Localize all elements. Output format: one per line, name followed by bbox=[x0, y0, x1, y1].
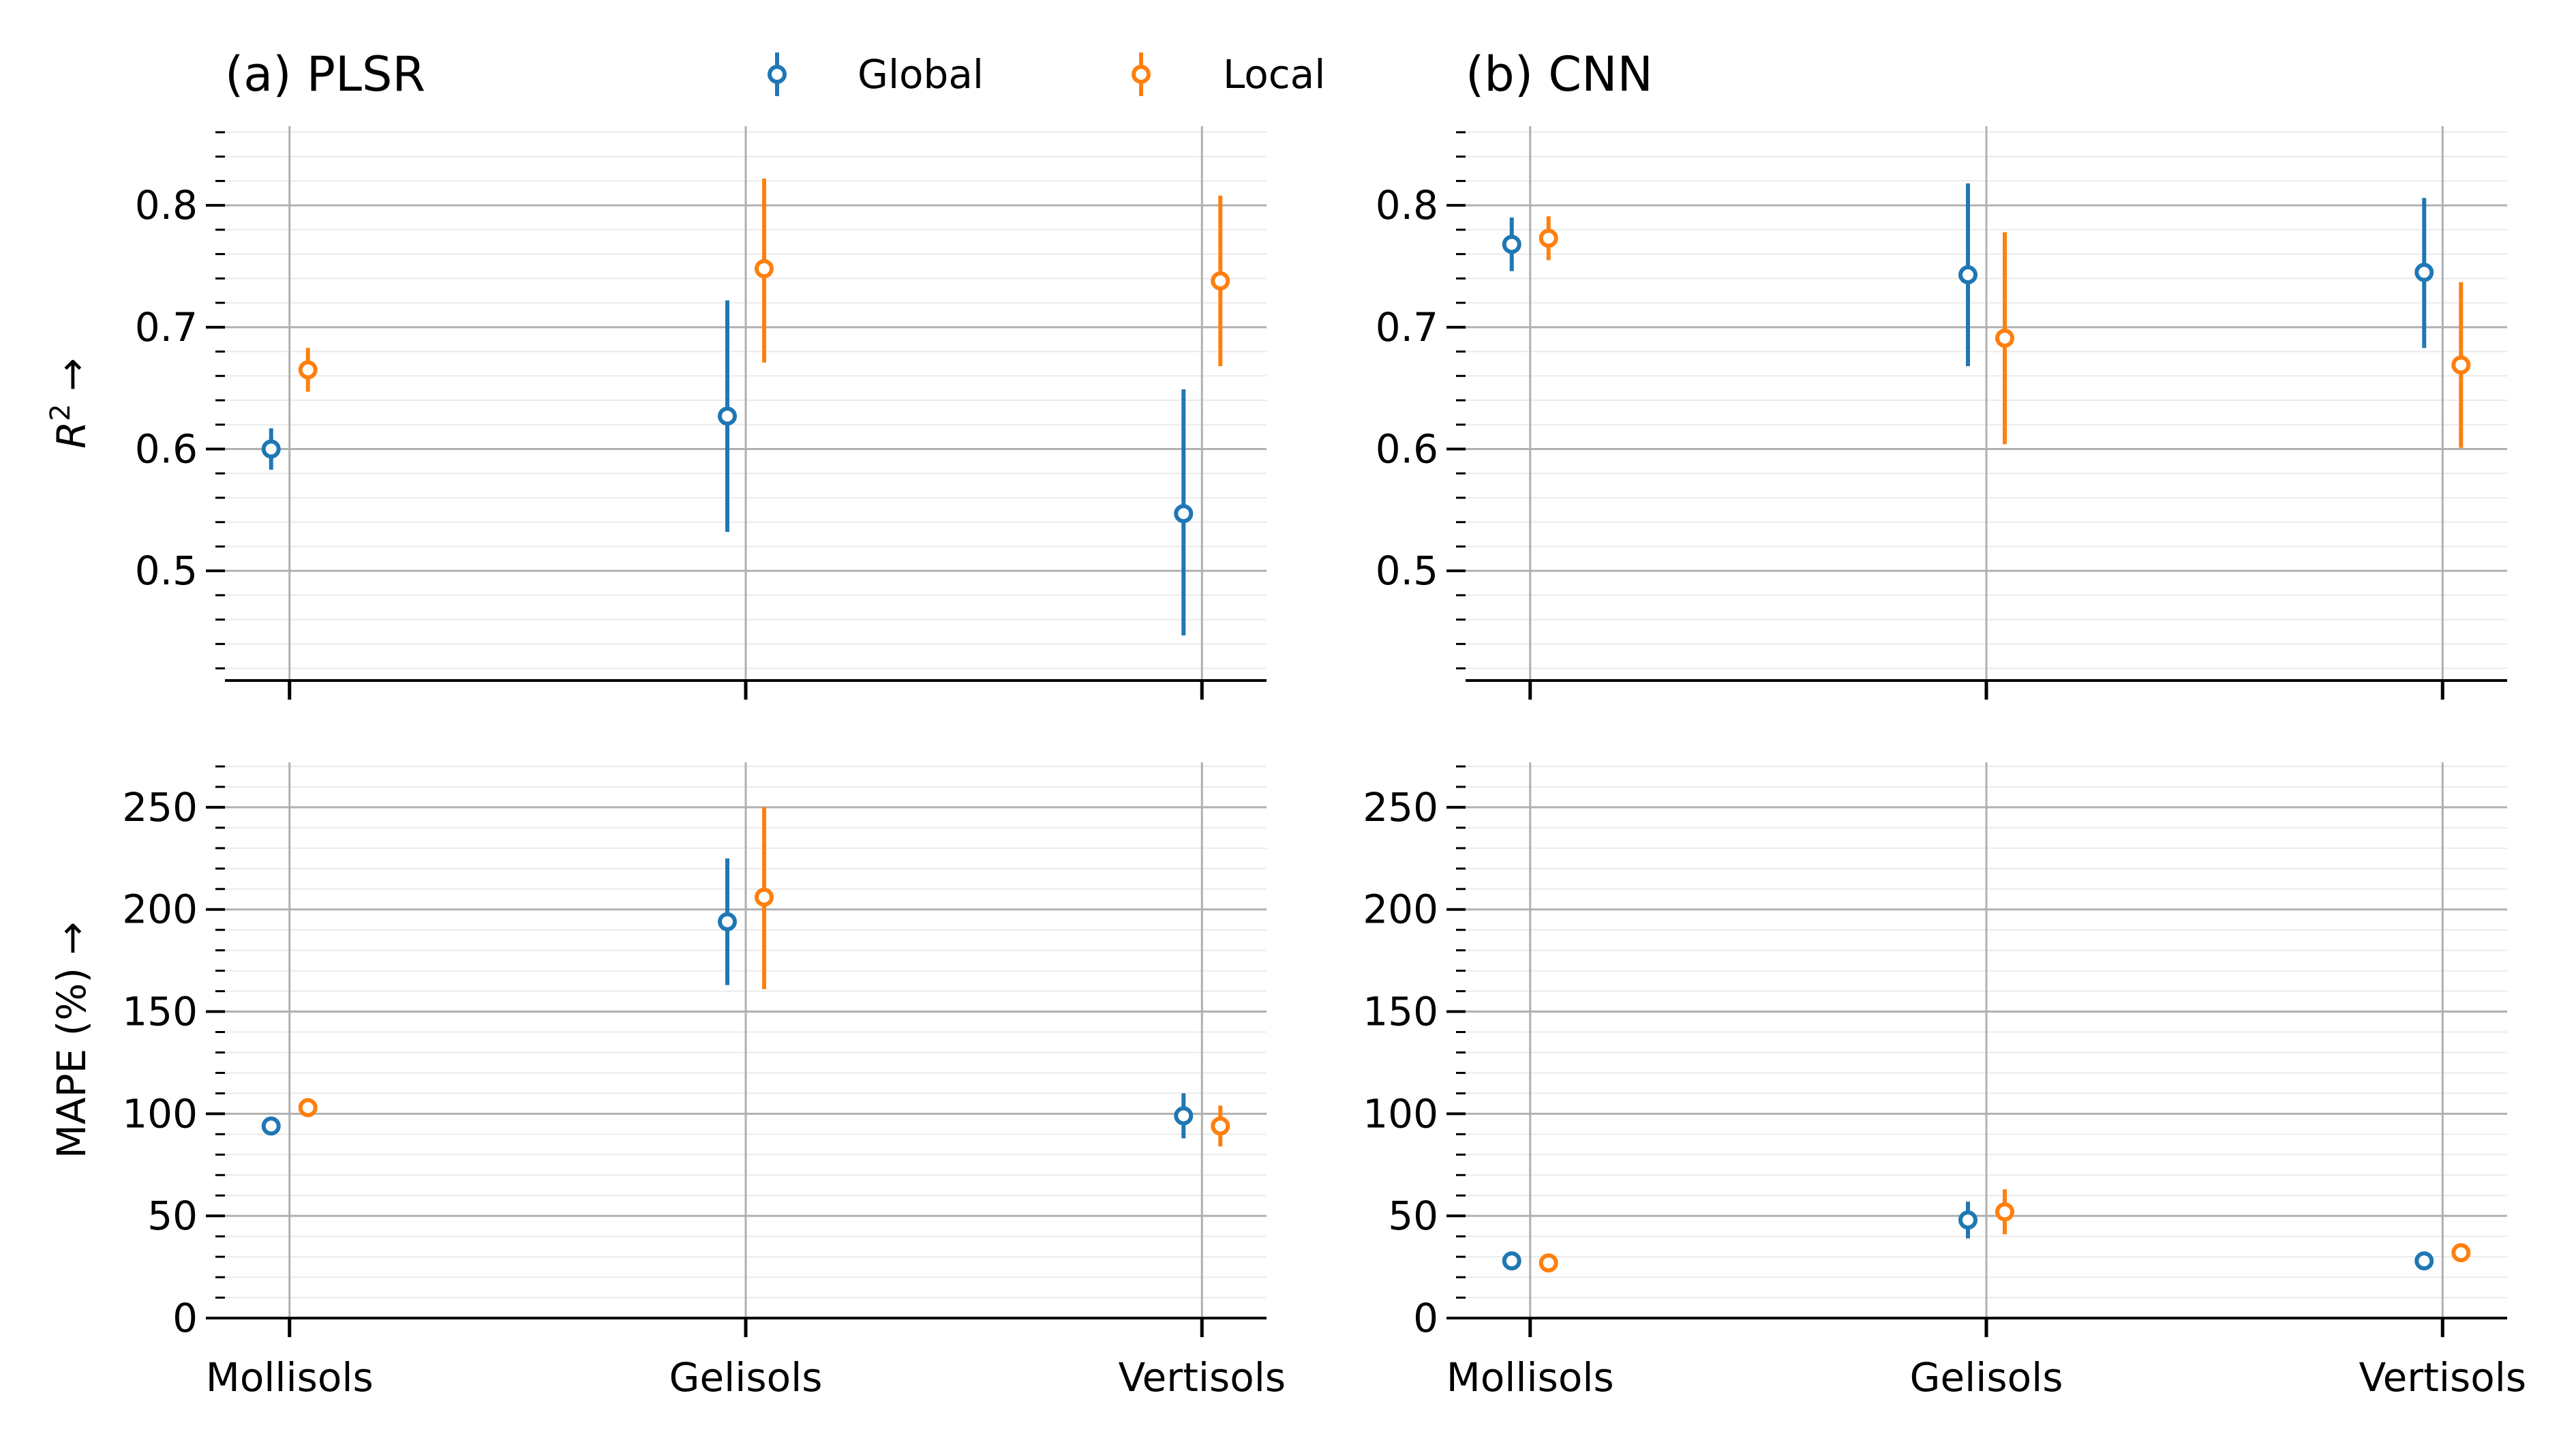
legend: Global Local bbox=[768, 51, 1325, 98]
panel-cnn-mape: 0 50 100 150 200 250 Mollisols Gelisols Vertisol… bbox=[1363, 762, 2526, 1401]
y-tick-label: 200 bbox=[122, 886, 198, 933]
legend-global-marker bbox=[768, 65, 787, 84]
y-tick-label: 0.8 bbox=[135, 182, 198, 228]
data-point bbox=[1211, 1116, 1230, 1136]
series-local bbox=[1539, 1189, 2471, 1273]
data-point bbox=[718, 912, 737, 931]
x-tick-label: Mollisols bbox=[206, 1354, 374, 1401]
series-global bbox=[1502, 1201, 2434, 1271]
legend-local-label: Local bbox=[1223, 51, 1325, 98]
y-tick-label: 100 bbox=[1363, 1090, 1438, 1137]
y-tick-label: 0.6 bbox=[135, 426, 198, 473]
y-tick-label: 0.5 bbox=[1376, 548, 1438, 594]
data-point bbox=[1995, 1202, 2014, 1222]
y-tick-label: 0.7 bbox=[1376, 304, 1438, 350]
x-tick-label: Vertisols bbox=[2359, 1354, 2526, 1401]
series-local bbox=[298, 178, 1230, 392]
data-point bbox=[718, 406, 737, 426]
data-point bbox=[1502, 1251, 1521, 1271]
data-point bbox=[1174, 504, 1194, 524]
y-tick-label: 100 bbox=[122, 1090, 198, 1137]
y-tick-label: 250 bbox=[1363, 784, 1438, 831]
y-tick-label: 250 bbox=[122, 784, 198, 831]
data-point bbox=[261, 439, 281, 459]
panel-cnn-r2: 0.5 0.6 0.7 0.8 (b) CNN bbox=[1376, 46, 2507, 700]
x-tick-label: Vertisols bbox=[1118, 1354, 1286, 1401]
data-point bbox=[1539, 1253, 1558, 1273]
x-tick-label: Mollisols bbox=[1446, 1354, 1614, 1401]
data-point bbox=[755, 887, 774, 907]
y-tick-label: 0.6 bbox=[1376, 426, 1438, 473]
y-axis-label: MAPE (%) → bbox=[48, 922, 95, 1159]
data-point bbox=[261, 1116, 281, 1136]
data-point bbox=[2451, 355, 2471, 375]
y-tick-label: 150 bbox=[122, 989, 198, 1035]
data-point bbox=[1174, 1106, 1194, 1126]
legend-entry-local: Local bbox=[1132, 51, 1325, 98]
panel-title: (a) PLSR bbox=[225, 46, 425, 102]
y-tick-label: 0.7 bbox=[135, 304, 198, 350]
x-tick-label: Gelisols bbox=[1910, 1354, 2063, 1401]
legend-global-label: Global bbox=[858, 51, 984, 98]
data-point bbox=[1211, 271, 1230, 290]
y-tick-label: 0.8 bbox=[1376, 182, 1438, 228]
data-point bbox=[1958, 265, 1978, 284]
y-tick-label: 150 bbox=[1363, 989, 1438, 1035]
x-tick-label: Gelisols bbox=[669, 1354, 823, 1401]
data-point bbox=[2414, 1251, 2434, 1271]
y-tick-label: 0 bbox=[1413, 1295, 1438, 1341]
y-tick-label: 50 bbox=[1388, 1193, 1438, 1239]
y-tick-label: 200 bbox=[1363, 886, 1438, 933]
series-global bbox=[261, 300, 1194, 636]
data-point bbox=[1539, 228, 1558, 248]
series-local bbox=[1539, 216, 2471, 448]
legend-entry-global: Global bbox=[768, 51, 984, 98]
y-tick-label: 0.5 bbox=[135, 548, 198, 594]
data-point bbox=[755, 259, 774, 279]
panel-title: (b) CNN bbox=[1466, 46, 1653, 102]
data-point bbox=[1958, 1210, 1978, 1230]
panel-plsr-mape: 0 50 100 150 200 250 Mollisols Gelisols Vertisol… bbox=[48, 762, 1286, 1401]
data-point bbox=[298, 1098, 318, 1118]
series-global bbox=[261, 858, 1194, 1139]
legend-local-marker bbox=[1132, 65, 1151, 84]
panel-plsr-r2: 0.5 0.6 0.7 0.8 (a) PLSR R2 → bbox=[45, 46, 1267, 700]
y-tick-label: 50 bbox=[147, 1193, 198, 1239]
y-axis-label: R2 → bbox=[45, 358, 95, 449]
data-point bbox=[1502, 235, 1521, 254]
series-local bbox=[298, 807, 1230, 1147]
y-tick-label: 0 bbox=[172, 1295, 198, 1341]
data-point bbox=[298, 360, 318, 380]
data-point bbox=[2451, 1243, 2471, 1263]
series-global bbox=[1502, 183, 2434, 367]
data-point bbox=[2414, 263, 2434, 282]
data-point bbox=[1995, 328, 2014, 348]
